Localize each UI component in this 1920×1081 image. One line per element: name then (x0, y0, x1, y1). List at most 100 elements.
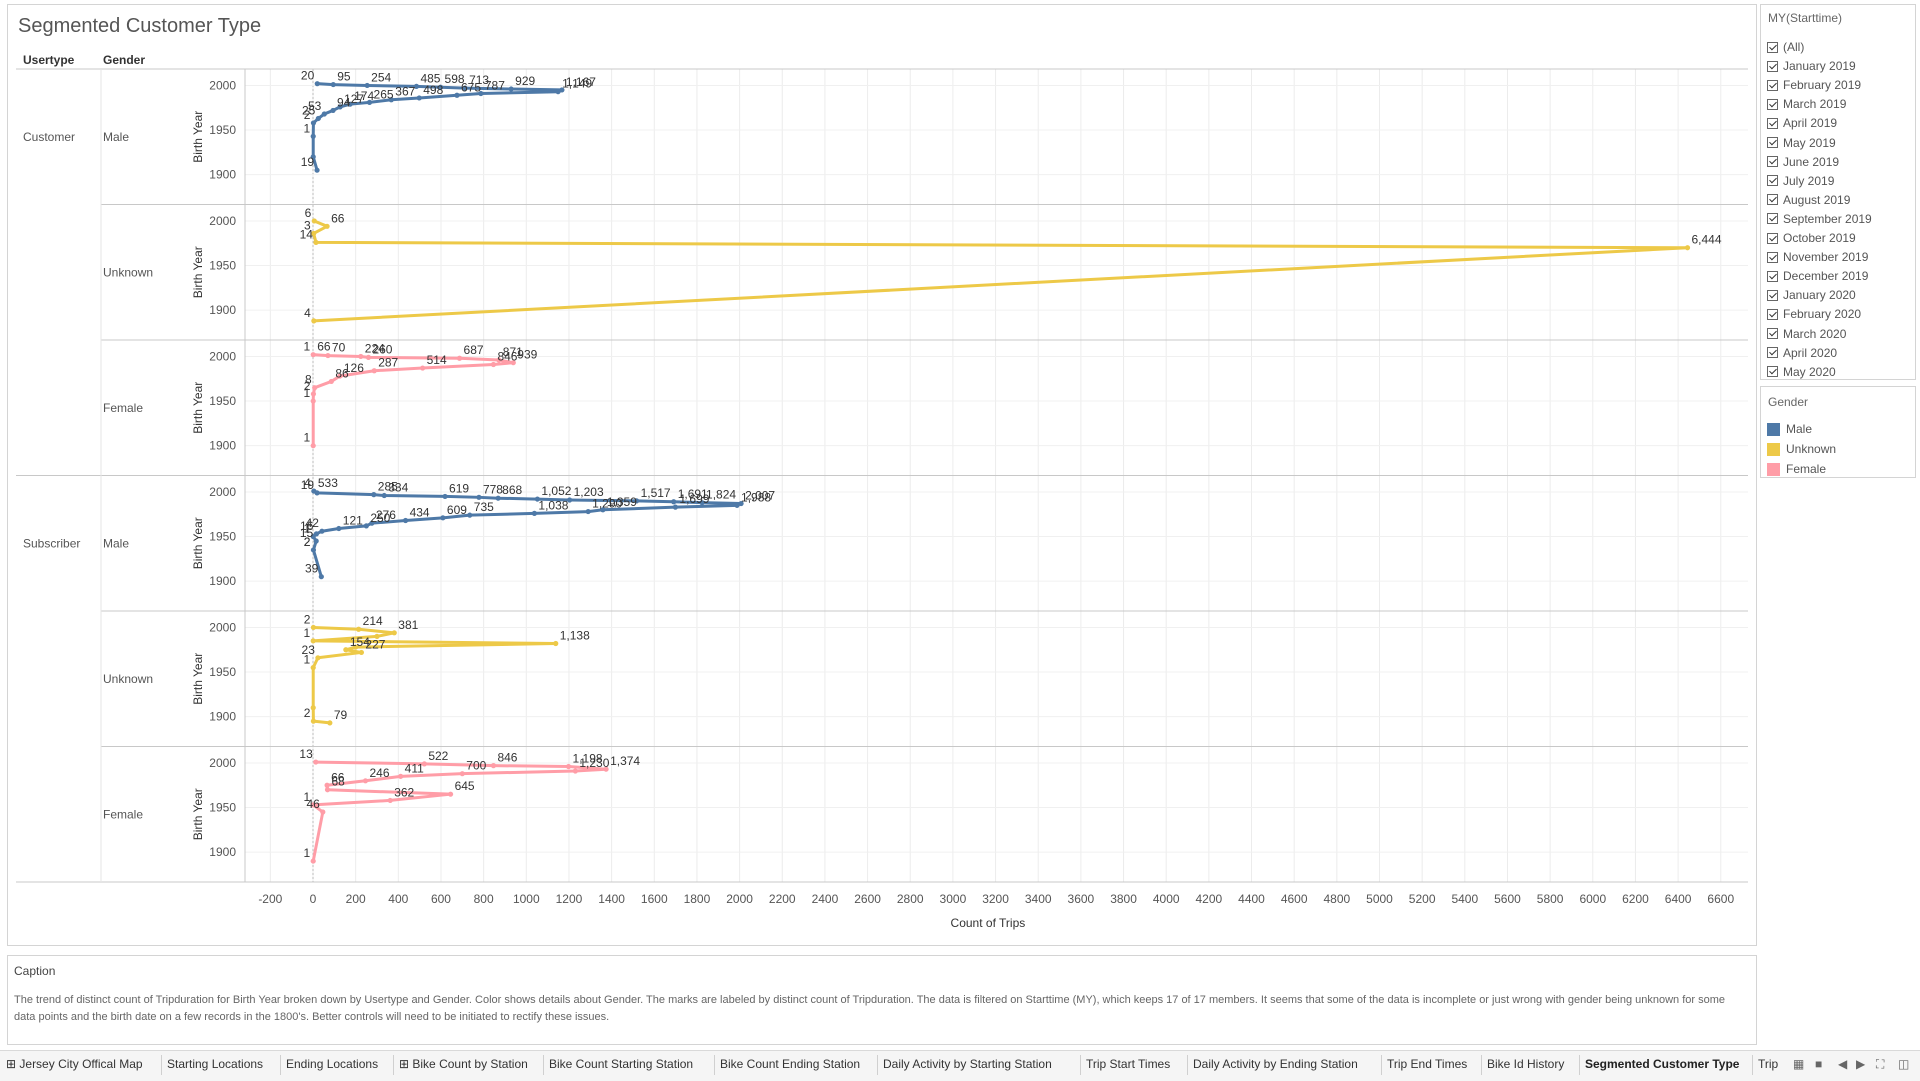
sheet-tab[interactable]: Daily Activity by Ending Station (1193, 1057, 1358, 1071)
data-point[interactable] (371, 492, 377, 498)
sheet-tab[interactable]: ⊞ Jersey City Offical Map (6, 1057, 143, 1071)
data-point[interactable] (421, 761, 427, 767)
checkbox-checked-icon[interactable] (1767, 156, 1778, 168)
checkbox-checked-icon[interactable] (1767, 41, 1778, 53)
checkbox-checked-icon[interactable] (1767, 137, 1778, 148)
filter-option[interactable]: September 2019 (1767, 211, 1872, 227)
data-point[interactable] (311, 230, 317, 237)
data-point[interactable] (633, 498, 640, 504)
data-point[interactable] (337, 104, 343, 110)
data-point[interactable] (310, 352, 316, 358)
data-point[interactable] (324, 223, 330, 229)
data-point[interactable] (310, 547, 317, 553)
data-point[interactable] (413, 83, 420, 89)
data-point[interactable] (330, 81, 336, 88)
data-point[interactable] (310, 802, 316, 808)
checkbox-checked-icon[interactable] (1767, 289, 1778, 301)
checkbox-checked-icon[interactable] (1767, 79, 1778, 91)
data-point[interactable] (314, 490, 320, 496)
data-point[interactable] (603, 766, 609, 772)
data-point[interactable] (553, 640, 559, 647)
filter-option[interactable]: (All) (1767, 39, 1804, 55)
filter-option[interactable]: May 2020 (1767, 364, 1836, 380)
data-point[interactable] (311, 218, 317, 224)
data-point[interactable] (315, 115, 321, 122)
data-point[interactable] (402, 517, 409, 524)
data-point[interactable] (699, 500, 705, 506)
data-point[interactable] (565, 763, 572, 770)
data-point[interactable] (311, 318, 317, 324)
filter-option[interactable]: May 2019 (1767, 135, 1836, 151)
data-point[interactable] (374, 633, 380, 639)
data-point[interactable] (447, 791, 454, 797)
data-point[interactable] (320, 809, 326, 815)
data-point[interactable] (534, 496, 540, 502)
data-point[interactable] (363, 523, 369, 529)
data-point[interactable] (310, 398, 316, 404)
data-point[interactable] (490, 361, 497, 368)
sheet-tab[interactable]: Bike Count Ending Station (720, 1057, 860, 1071)
data-point[interactable] (495, 495, 501, 501)
data-point[interactable] (366, 99, 373, 106)
filter-option[interactable]: July 2019 (1767, 173, 1834, 189)
fullscreen-icon[interactable]: ⛶ (1876, 1057, 1885, 1071)
data-point[interactable] (353, 644, 359, 650)
checkbox-checked-icon[interactable] (1767, 270, 1778, 282)
filter-option[interactable]: October 2019 (1767, 230, 1856, 246)
sheet-tab[interactable]: Trip Start Times (1086, 1057, 1170, 1071)
checkbox-checked-icon[interactable] (1767, 366, 1778, 378)
data-point[interactable] (310, 443, 316, 449)
data-point[interactable] (310, 858, 316, 864)
data-point[interactable] (325, 352, 331, 359)
data-point[interactable] (369, 520, 375, 526)
series-line[interactable] (311, 489, 743, 578)
data-point[interactable] (324, 787, 331, 793)
data-point[interactable] (555, 89, 561, 95)
data-point[interactable] (358, 649, 365, 656)
data-point[interactable] (310, 391, 317, 397)
data-point[interactable] (467, 512, 473, 518)
data-point[interactable] (510, 360, 516, 366)
sheet-tab[interactable]: Segmented Customer Type (1585, 1057, 1739, 1071)
data-point[interactable] (420, 365, 426, 371)
data-point[interactable] (531, 510, 538, 516)
data-point[interactable] (734, 502, 740, 508)
data-point[interactable] (600, 507, 606, 513)
data-point[interactable] (358, 353, 364, 360)
data-point[interactable] (310, 120, 317, 126)
filter-option[interactable]: February 2020 (1767, 306, 1861, 322)
data-point[interactable] (347, 101, 353, 107)
sheet-tab[interactable]: Trip (1758, 1057, 1778, 1071)
data-point[interactable] (391, 630, 397, 636)
sheet-tab[interactable]: Ending Locations (286, 1057, 378, 1071)
legend-item[interactable]: Male (1767, 421, 1812, 437)
data-point[interactable] (337, 373, 343, 379)
checkbox-checked-icon[interactable] (1767, 232, 1778, 244)
sheet-tab[interactable]: Trip End Times (1387, 1057, 1467, 1071)
data-point[interactable] (566, 497, 573, 503)
data-point[interactable] (313, 759, 319, 765)
filter-option[interactable]: April 2020 (1767, 345, 1837, 361)
data-point[interactable] (476, 494, 482, 500)
data-point[interactable] (310, 665, 316, 671)
filter-option[interactable]: December 2019 (1767, 268, 1868, 284)
checkbox-checked-icon[interactable] (1767, 328, 1778, 339)
data-point[interactable] (319, 528, 325, 534)
data-point[interactable] (310, 718, 317, 724)
checkbox-checked-icon[interactable] (1767, 175, 1778, 187)
filter-option[interactable]: January 2019 (1767, 58, 1856, 74)
filter-option[interactable]: March 2019 (1767, 96, 1846, 112)
data-point[interactable] (328, 378, 334, 385)
data-point[interactable] (312, 385, 318, 391)
filter-option[interactable]: April 2019 (1767, 115, 1837, 131)
series-line[interactable] (311, 760, 608, 862)
data-point[interactable] (672, 504, 678, 510)
data-point[interactable] (508, 86, 514, 92)
sheet-tab[interactable]: Bike Id History (1487, 1057, 1564, 1071)
data-point[interactable] (313, 239, 319, 245)
data-point[interactable] (440, 515, 446, 521)
data-point[interactable] (310, 154, 316, 160)
series-line[interactable] (311, 353, 515, 446)
filter-option[interactable]: November 2019 (1767, 249, 1868, 265)
data-point[interactable] (462, 85, 468, 91)
